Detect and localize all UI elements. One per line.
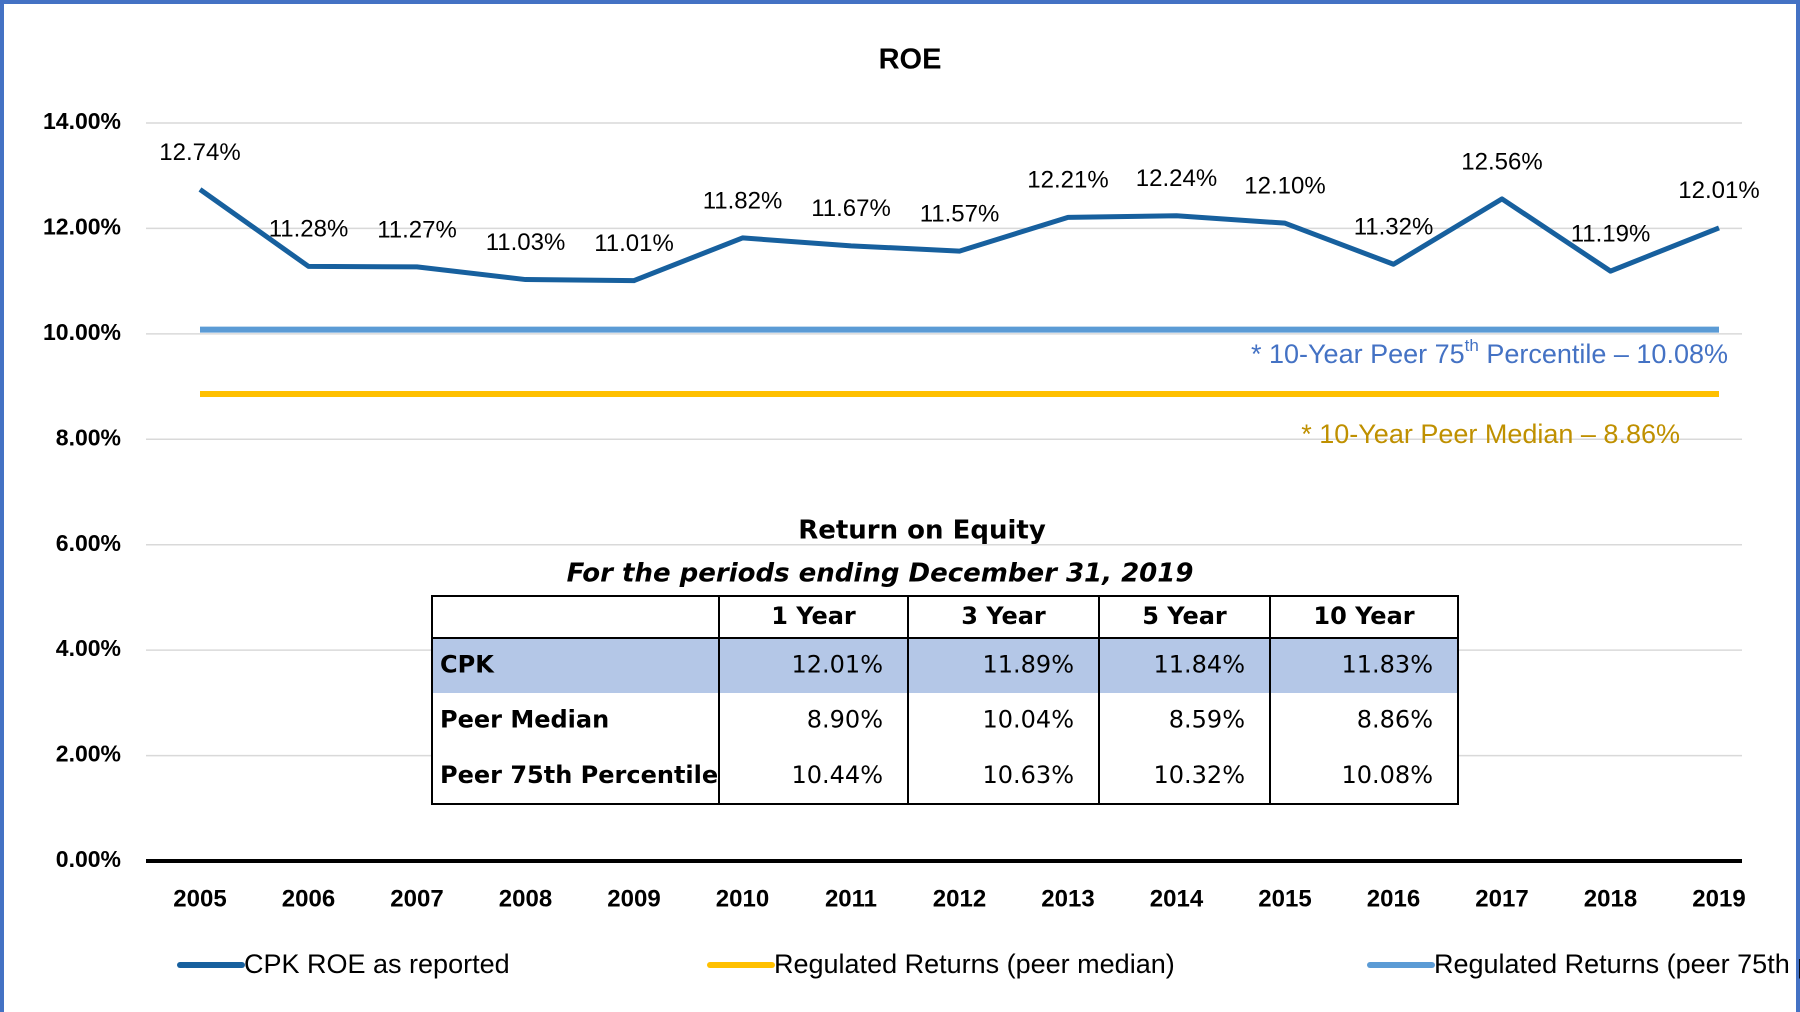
annotation-part: Percentile – 10.08%: [1479, 339, 1728, 369]
y-tick-label: 14.00%: [43, 108, 121, 134]
data-label: 12.24%: [1136, 165, 1217, 192]
y-tick-label: 2.00%: [56, 741, 121, 767]
row-label: Peer 75th Percentile: [440, 761, 718, 789]
x-tick-label: 2018: [1584, 885, 1637, 912]
table-cell: 11.84%: [1153, 651, 1245, 679]
row-label: Peer Median: [440, 706, 609, 734]
y-tick-label: 4.00%: [56, 635, 121, 661]
data-label: 12.01%: [1678, 177, 1759, 204]
data-label: 11.19%: [1571, 220, 1651, 247]
data-label: 11.27%: [377, 216, 457, 243]
legend-label: Regulated Returns (peer median): [774, 949, 1175, 979]
annotation: * 10-Year Peer Median – 8.86%: [1301, 419, 1680, 449]
y-tick-label: 12.00%: [43, 214, 121, 240]
x-tick-label: 2015: [1258, 885, 1311, 912]
table-title: Return on Equity: [798, 516, 1046, 546]
x-tick-label: 2006: [282, 885, 335, 912]
data-label: 11.57%: [920, 200, 1000, 227]
data-label: 11.67%: [811, 195, 891, 222]
table-header: 10 Year: [1313, 602, 1414, 630]
annotation-part: * 10-Year Peer 75: [1251, 339, 1465, 369]
table-cell: 8.90%: [807, 706, 883, 734]
annotation-sup: th: [1465, 336, 1479, 355]
table-cell: 10.44%: [791, 761, 883, 789]
table-cell: 10.04%: [982, 706, 1074, 734]
table-cell: 10.32%: [1153, 761, 1245, 789]
x-tick-label: 2013: [1041, 885, 1094, 912]
table-cell: 10.08%: [1341, 761, 1433, 789]
table-subtitle: For the periods ending December 31, 2019: [567, 559, 1194, 589]
table-cell: 10.63%: [982, 761, 1074, 789]
x-tick-label: 2009: [607, 885, 660, 912]
x-tick-label: 2019: [1692, 885, 1745, 912]
x-tick-label: 2010: [716, 885, 769, 912]
table-border: [431, 595, 1459, 805]
table-header: 1 Year: [771, 602, 856, 630]
data-label: 12.10%: [1244, 173, 1325, 200]
data-label: 11.28%: [269, 216, 349, 243]
table-header: 5 Year: [1142, 602, 1227, 630]
y-tick-label: 0.00%: [56, 846, 121, 872]
table-bg: [432, 596, 1458, 804]
data-label: 12.74%: [159, 139, 240, 166]
annotation-part: * 10-Year Peer Median – 8.86%: [1301, 419, 1680, 449]
data-label: 11.32%: [1354, 214, 1434, 241]
data-label: 11.03%: [486, 229, 566, 256]
x-tick-label: 2011: [825, 885, 877, 912]
y-tick-label: 8.00%: [56, 424, 121, 450]
chart-title: ROE: [879, 44, 942, 76]
table-cell: 11.83%: [1341, 651, 1433, 679]
data-label: 11.01%: [594, 230, 674, 257]
annotation: * 10-Year Peer 75th Percentile – 10.08%: [1251, 336, 1728, 369]
table-header: 3 Year: [961, 602, 1046, 630]
data-label: 11.82%: [703, 187, 783, 214]
table-cell: 8.59%: [1169, 706, 1245, 734]
x-tick-label: 2005: [173, 885, 226, 912]
series-line: [198, 187, 1720, 284]
data-label: 12.21%: [1027, 167, 1108, 194]
row-label: CPK: [440, 651, 495, 679]
x-tick-label: 2007: [390, 885, 443, 912]
x-tick-label: 2017: [1475, 885, 1528, 912]
table-cell: 11.89%: [982, 651, 1074, 679]
table-cell: 8.86%: [1357, 706, 1433, 734]
legend-label: CPK ROE as reported: [244, 949, 510, 979]
x-tick-label: 2012: [933, 885, 986, 912]
y-tick-label: 10.00%: [43, 319, 121, 345]
highlight-row: [432, 638, 1458, 693]
y-tick-label: 6.00%: [56, 530, 121, 556]
x-tick-label: 2014: [1150, 885, 1204, 912]
data-label: 12.56%: [1461, 148, 1542, 175]
x-tick-label: 2008: [499, 885, 552, 912]
table-cell: 12.01%: [791, 651, 883, 679]
x-tick-label: 2016: [1367, 885, 1420, 912]
legend-label: Regulated Returns (peer 75th percentile): [1434, 949, 1800, 979]
